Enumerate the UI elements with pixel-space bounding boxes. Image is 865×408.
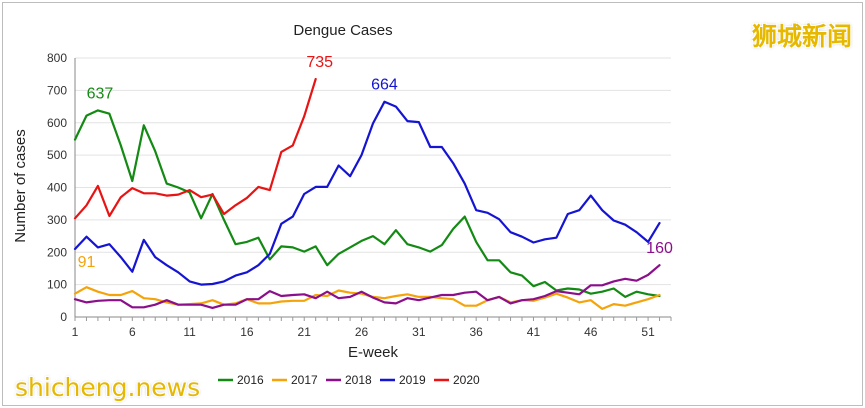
peak-label-2016: 637 bbox=[87, 85, 114, 102]
y-tick-label: 400 bbox=[47, 181, 67, 195]
y-tick-label: 0 bbox=[60, 310, 67, 324]
legend-label-2017: 2017 bbox=[291, 373, 318, 387]
y-tick-label: 800 bbox=[47, 51, 67, 65]
x-tick-label: 41 bbox=[527, 325, 541, 339]
x-tick-label: 6 bbox=[129, 325, 136, 339]
x-tick-label: 51 bbox=[641, 325, 655, 339]
y-tick-label: 700 bbox=[47, 83, 67, 97]
x-axis-label: E-week bbox=[348, 344, 399, 361]
series-line-2019 bbox=[73, 100, 661, 286]
x-tick-label: 1 bbox=[72, 325, 79, 339]
y-tick-label: 600 bbox=[47, 116, 67, 130]
x-tick-label: 26 bbox=[355, 325, 369, 339]
peak-label-2017: 91 bbox=[78, 254, 96, 271]
y-tick-label: 500 bbox=[47, 148, 67, 162]
grid-lines bbox=[75, 57, 671, 318]
legend: 2016 2017 2018 2019 2020 bbox=[218, 373, 480, 387]
x-tick-label: 11 bbox=[183, 325, 196, 339]
legend-label-2020: 2020 bbox=[453, 373, 480, 387]
legend-label-2019: 2019 bbox=[399, 373, 426, 387]
series-line-2020 bbox=[73, 77, 317, 220]
peak-labels: 637 91 160 664 735 bbox=[78, 54, 673, 271]
series-lines bbox=[73, 77, 661, 310]
series-line-2018 bbox=[73, 264, 661, 309]
watermark-logo-chinese: 狮城新闻 bbox=[751, 22, 852, 51]
x-tick-label: 21 bbox=[298, 325, 312, 339]
peak-label-2018: 160 bbox=[646, 240, 673, 257]
y-tick-label: 100 bbox=[47, 278, 67, 292]
watermark-site: shicheng.news bbox=[15, 373, 201, 402]
legend-label-2016: 2016 bbox=[237, 373, 264, 387]
series-line-2016 bbox=[73, 109, 661, 298]
peak-label-2020: 735 bbox=[306, 54, 333, 71]
legend-label-2018: 2018 bbox=[345, 373, 372, 387]
peak-label-2019: 664 bbox=[371, 77, 398, 94]
x-tick-label: 46 bbox=[584, 325, 598, 339]
series-line-2017 bbox=[73, 286, 661, 310]
y-tick-label: 200 bbox=[47, 245, 67, 259]
chart-title: Dengue Cases bbox=[293, 22, 392, 39]
x-tick-label: 16 bbox=[240, 325, 254, 339]
x-tick-label: 31 bbox=[412, 325, 426, 339]
y-axis-label: Number of cases bbox=[12, 129, 29, 242]
y-tick-label: 300 bbox=[47, 213, 67, 227]
x-tick-label: 36 bbox=[469, 325, 483, 339]
